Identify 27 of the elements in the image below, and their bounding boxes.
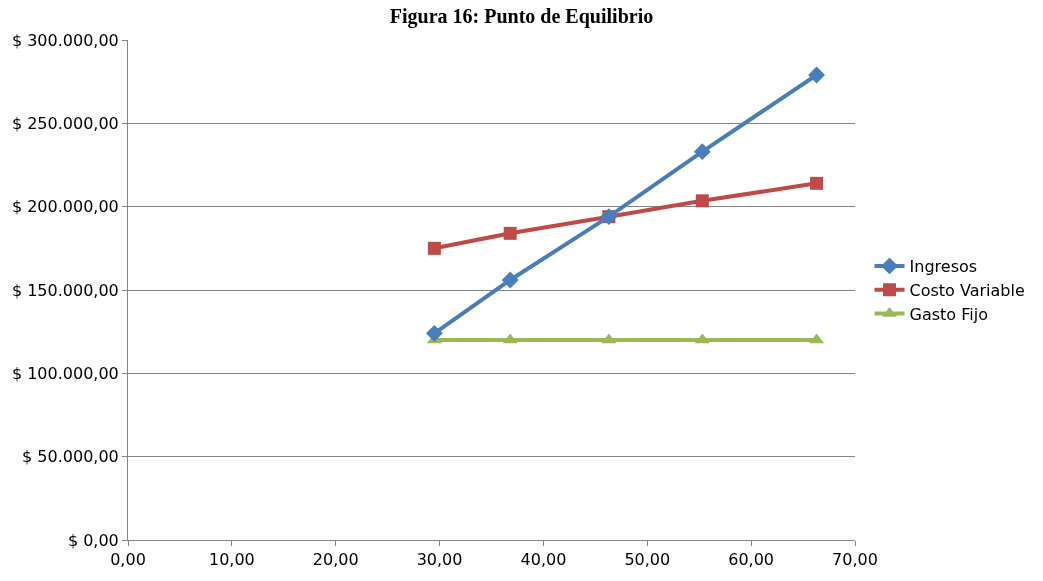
legend-label: Ingresos	[909, 257, 978, 277]
x-tick-label: 50,00	[624, 550, 671, 570]
point	[425, 324, 443, 342]
point	[808, 66, 826, 84]
legend-label: Costo Variable	[909, 280, 1025, 300]
chart-title: Figura 16: Punto de Equilibrio	[389, 4, 654, 28]
y-tick-label: $ 100.000,00	[11, 363, 119, 383]
point	[695, 194, 709, 208]
point	[427, 241, 441, 255]
legend-label: Gasto Fijo	[909, 304, 988, 324]
y-tick-label: $ 250.000,00	[11, 113, 119, 133]
y-tick-label: $ 300.000,00	[11, 30, 119, 50]
point	[810, 176, 824, 190]
y-tick-label: $ 150.000,00	[11, 280, 119, 300]
x-tick-label: 60,00	[728, 550, 775, 570]
x-tick-label: 20,00	[312, 550, 359, 570]
point	[501, 271, 519, 289]
point	[503, 226, 517, 240]
y-tick-label: $ 0,00	[67, 530, 119, 550]
y-tick-label: $ 200.000,00	[11, 197, 119, 217]
x-tick-label: 10,00	[208, 550, 255, 570]
x-tick-label: 0,00	[110, 550, 146, 570]
point	[693, 143, 711, 161]
x-tick-label: 70,00	[832, 550, 878, 570]
x-tick-label: 40,00	[520, 550, 567, 570]
y-tick-label: $ 50.000,00	[22, 447, 119, 467]
x-tick-label: 30,00	[416, 550, 463, 570]
